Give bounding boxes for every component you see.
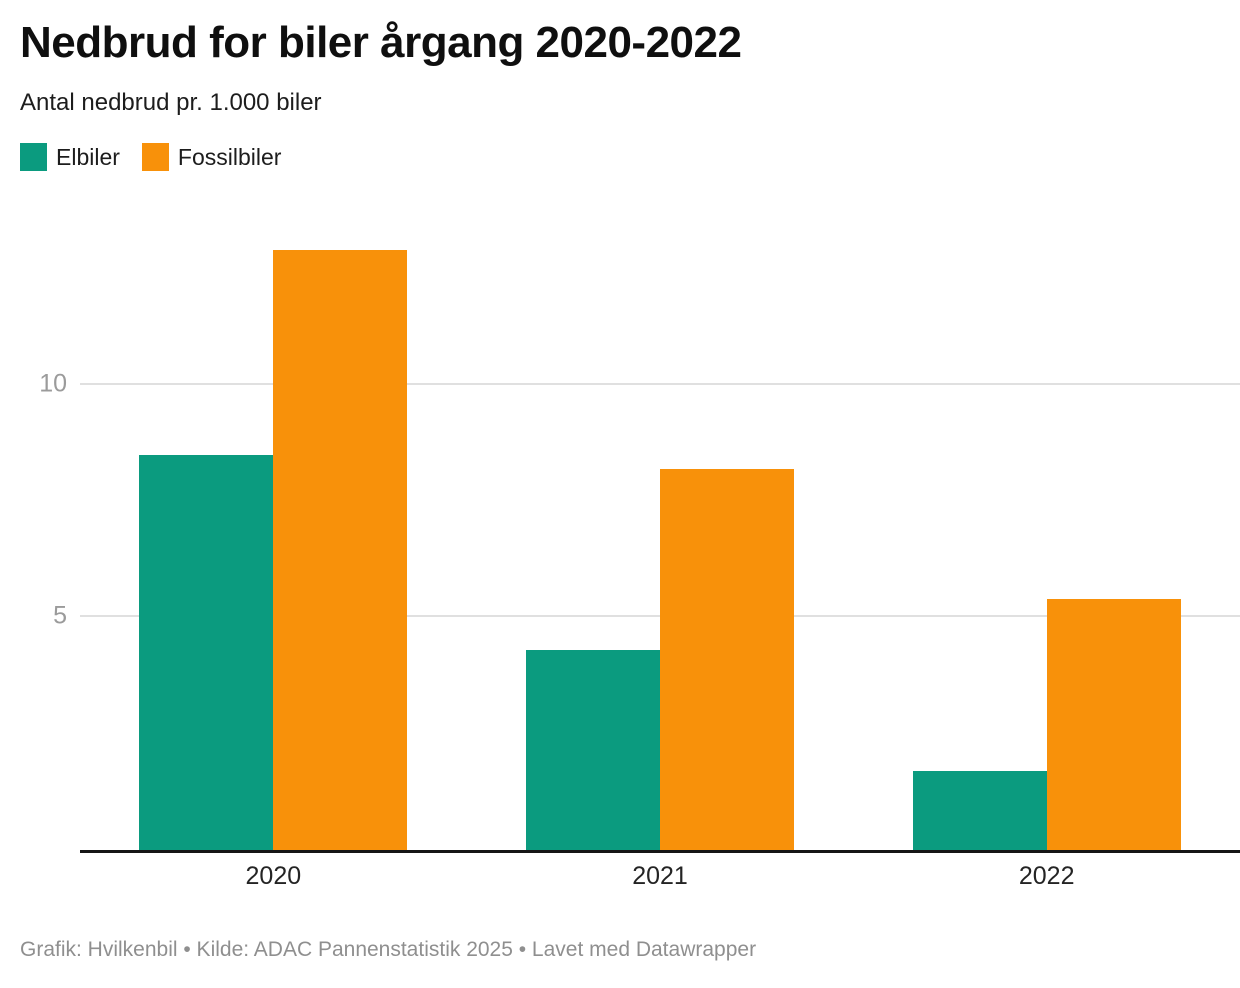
legend-label: Fossilbiler [177, 143, 282, 170]
legend-label: Elbiler [56, 143, 120, 170]
legend-item-elbiler: Elbiler [20, 143, 120, 172]
bar-group-2020 [80, 198, 467, 850]
footer-attribution: Grafik: Hvilkenbil • Kilde: ADAC Pannens… [20, 938, 757, 961]
bar-group-2021 [467, 198, 854, 850]
bar-fossilbiler-2020[interactable] [273, 250, 408, 850]
chart-subtitle: Antal nedbrud pr. 1.000 biler [20, 88, 322, 116]
plot-area: 5 10 [39, 198, 1240, 853]
bar-elbiler-2020[interactable] [139, 454, 274, 850]
bar-fossilbiler-2021[interactable] [660, 468, 794, 850]
gridline-y-10: 10 [39, 370, 1240, 398]
bar-fossilbiler-2022[interactable] [1046, 598, 1181, 850]
y-tick-label-5: 5 [53, 601, 67, 630]
chart-area: 5 10 2020 2021 2022 [39, 198, 1240, 891]
chart-title: Nedbrud for biler årgang 2020-2022 [20, 18, 742, 67]
legend-swatch-elbiler [20, 143, 47, 172]
legend: Elbiler Fossilbiler [20, 143, 1220, 172]
bar-groups [80, 198, 1240, 850]
bar-group-2022 [853, 198, 1240, 850]
x-tick-label-2022: 2022 [1018, 861, 1075, 890]
x-tick-label-2021: 2021 [632, 861, 688, 890]
legend-swatch-fossilbiler [141, 143, 169, 172]
bar-elbiler-2022[interactable] [912, 770, 1047, 850]
bar-elbiler-2021[interactable] [526, 649, 660, 850]
x-tick-label-2020: 2020 [245, 861, 302, 890]
y-tick-label-10: 10 [39, 369, 67, 398]
x-axis: 2020 2021 2022 [80, 862, 1240, 891]
legend-item-fossilbiler: Fossilbiler [141, 143, 282, 172]
